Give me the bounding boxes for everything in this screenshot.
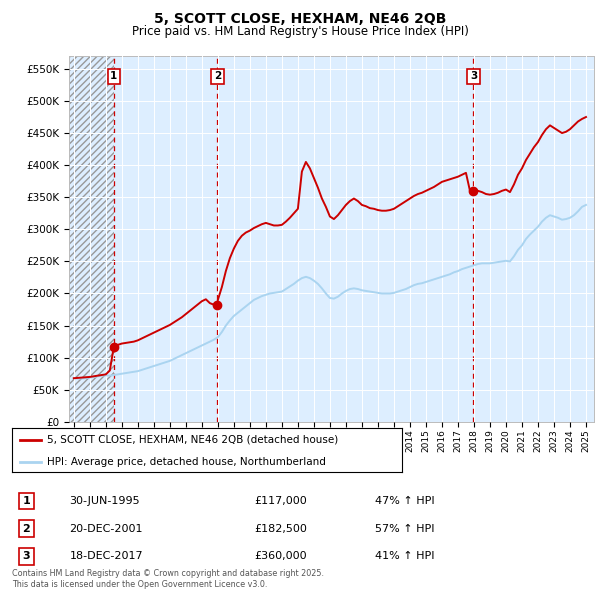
Text: 2: 2 bbox=[23, 524, 30, 533]
Text: 5, SCOTT CLOSE, HEXHAM, NE46 2QB (detached house): 5, SCOTT CLOSE, HEXHAM, NE46 2QB (detach… bbox=[47, 435, 338, 445]
Text: Contains HM Land Registry data © Crown copyright and database right 2025.
This d: Contains HM Land Registry data © Crown c… bbox=[12, 569, 324, 589]
Text: 3: 3 bbox=[470, 71, 477, 81]
Text: 57% ↑ HPI: 57% ↑ HPI bbox=[375, 524, 434, 533]
Text: 1: 1 bbox=[110, 71, 118, 81]
Text: 47% ↑ HPI: 47% ↑ HPI bbox=[375, 496, 434, 506]
Text: 41% ↑ HPI: 41% ↑ HPI bbox=[375, 552, 434, 561]
Text: 2: 2 bbox=[214, 71, 221, 81]
Text: £360,000: £360,000 bbox=[254, 552, 307, 561]
Text: £117,000: £117,000 bbox=[254, 496, 307, 506]
Text: 30-JUN-1995: 30-JUN-1995 bbox=[70, 496, 140, 506]
Text: 20-DEC-2001: 20-DEC-2001 bbox=[70, 524, 143, 533]
Text: 3: 3 bbox=[23, 552, 30, 561]
Bar bbox=[69, 56, 114, 422]
Text: 1: 1 bbox=[23, 496, 30, 506]
Text: Price paid vs. HM Land Registry's House Price Index (HPI): Price paid vs. HM Land Registry's House … bbox=[131, 25, 469, 38]
Text: 18-DEC-2017: 18-DEC-2017 bbox=[70, 552, 143, 561]
Text: 5, SCOTT CLOSE, HEXHAM, NE46 2QB: 5, SCOTT CLOSE, HEXHAM, NE46 2QB bbox=[154, 12, 446, 26]
Text: £182,500: £182,500 bbox=[254, 524, 307, 533]
Text: HPI: Average price, detached house, Northumberland: HPI: Average price, detached house, Nort… bbox=[47, 457, 326, 467]
